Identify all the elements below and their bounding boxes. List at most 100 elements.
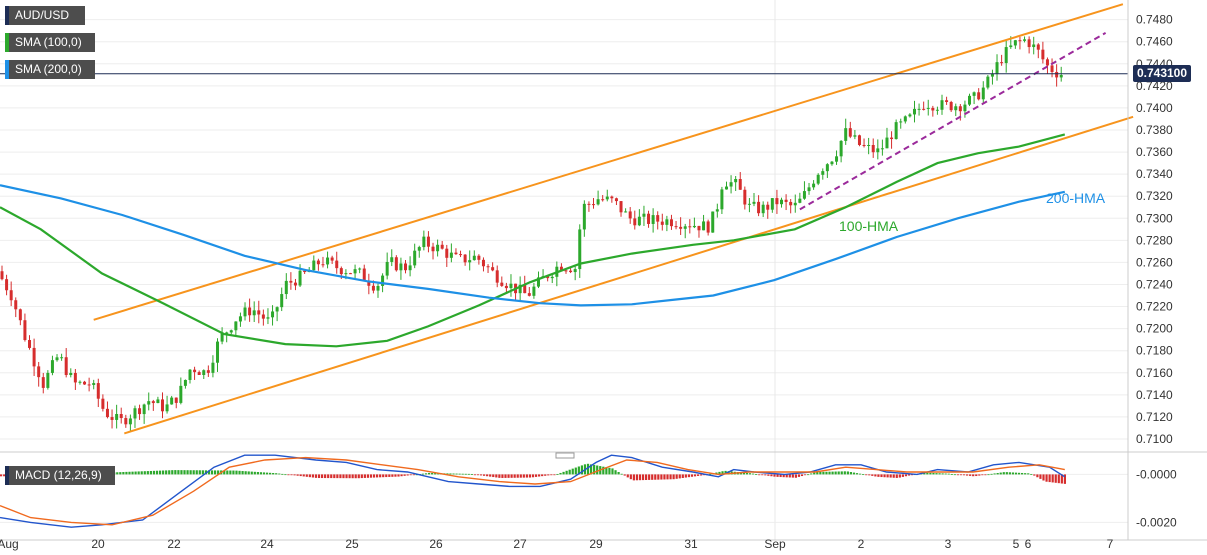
legend-symbol[interactable]: AUD/USD: [5, 6, 85, 25]
macd-histogram-bar: [223, 470, 226, 475]
macd-histogram-bar: [837, 471, 840, 475]
macd-histogram-bar: [758, 474, 761, 476]
macd-histogram-bar: [1042, 474, 1045, 481]
macd-line: [0, 454, 1066, 528]
macd-histogram-bar: [745, 472, 749, 475]
candle-body: [18, 309, 22, 321]
candle-body: [60, 357, 64, 359]
macd-histogram-bar: [684, 474, 687, 478]
candle-body: [96, 383, 100, 399]
candle-body: [679, 226, 683, 229]
candle-body: [445, 248, 449, 258]
hma100-line: [0, 133, 1066, 348]
candle-body: [225, 332, 229, 334]
candle-body: [536, 277, 540, 287]
macd-histogram-bar: [620, 473, 623, 475]
macd-histogram-bar: [241, 471, 244, 475]
candle-body: [724, 186, 728, 190]
candle-body: [376, 285, 380, 291]
macd-histogram-bar: [406, 474, 409, 476]
x-tick-label: 26: [429, 537, 443, 551]
candle-body: [440, 244, 444, 249]
macd-histogram-bar: [721, 471, 724, 475]
candle-body: [335, 260, 339, 269]
macd-histogram-bar: [978, 474, 981, 476]
candle-body: [954, 106, 958, 111]
candle-body: [977, 92, 981, 100]
candle-body: [972, 92, 976, 96]
macd-histogram-bar: [761, 474, 764, 476]
macd-histogram-bar: [504, 474, 507, 478]
x-tick-label: 2: [858, 537, 865, 551]
macd-histogram-bar: [458, 473, 461, 475]
macd-histogram-bar: [366, 474, 370, 478]
macd-histogram-bar: [996, 473, 999, 475]
candle-body: [637, 216, 641, 226]
macd-histogram-bar: [489, 474, 492, 477]
candle-body: [50, 360, 54, 373]
macd-histogram-bar: [858, 473, 862, 475]
macd-histogram-bar: [348, 474, 351, 479]
candle-body: [179, 385, 183, 403]
candle-body: [835, 156, 839, 162]
macd-histogram-bar: [773, 474, 776, 477]
candle-body: [917, 108, 921, 110]
candle-body: [784, 199, 788, 202]
macd-histogram-bar: [678, 474, 681, 479]
macd-histogram-bar: [128, 471, 131, 475]
macd-histogram-bar: [244, 471, 247, 475]
candle-body: [28, 340, 32, 348]
candle-body: [316, 260, 320, 265]
macd-histogram-bar: [962, 474, 966, 476]
macd-histogram-bar: [525, 474, 528, 478]
legend-sma100[interactable]: SMA (100,0): [5, 33, 95, 52]
legend-macd[interactable]: MACD (12,26,9): [5, 466, 115, 485]
macd-histogram-bar: [907, 474, 911, 476]
macd-histogram-bar: [379, 474, 382, 478]
macd-histogram-bar: [547, 474, 550, 476]
candle-body: [353, 269, 357, 274]
candle-body: [119, 414, 123, 419]
x-tick-label: 5: [1013, 537, 1020, 551]
macd-histogram-bar: [403, 474, 406, 476]
last-price-tag: 0.743100: [1133, 65, 1191, 82]
macd-histogram-bar: [376, 474, 379, 478]
macd-histogram-bar: [513, 474, 516, 478]
support-dashed-line: [799, 32, 1107, 211]
candle-body: [381, 275, 385, 286]
candle-body: [715, 209, 719, 212]
macd-histogram-bar: [162, 470, 165, 475]
candle-body: [390, 257, 394, 262]
candle-body: [903, 116, 907, 122]
candle-body: [73, 372, 77, 383]
macd-histogram-bar: [119, 472, 122, 475]
macd-histogram-bar: [700, 474, 703, 476]
macd-histogram-bar: [1063, 474, 1067, 484]
macd-histogram-bar: [519, 474, 522, 478]
macd-histogram-bar: [339, 474, 342, 479]
candle-body: [986, 76, 990, 88]
legend-sma200[interactable]: SMA (200,0): [5, 60, 95, 79]
macd-histogram-bar: [727, 471, 730, 475]
macd-histogram-bar: [146, 471, 149, 475]
macd-histogram-bar: [562, 471, 565, 475]
macd-histogram-bar: [807, 474, 810, 476]
candle-body: [669, 219, 673, 227]
macd-histogram-bar: [589, 464, 593, 475]
macd-histogram-bar: [883, 474, 886, 478]
macd-histogram-bar: [825, 471, 828, 475]
candle-body: [248, 307, 252, 316]
candle-body: [431, 246, 435, 252]
macd-histogram-bar: [1011, 472, 1015, 475]
candle-body: [78, 381, 82, 383]
macd-histogram-bar: [385, 474, 388, 478]
x-tick-label: 29: [589, 537, 603, 551]
macd-histogram-bar: [238, 470, 241, 475]
candle-body: [14, 300, 18, 310]
macd-histogram-bar: [324, 474, 327, 479]
macd-histogram-bar: [972, 474, 975, 477]
macd-histogram-bar: [791, 474, 794, 478]
y-tick-label: 0.7480: [1136, 13, 1173, 27]
candle-body: [0, 271, 4, 280]
